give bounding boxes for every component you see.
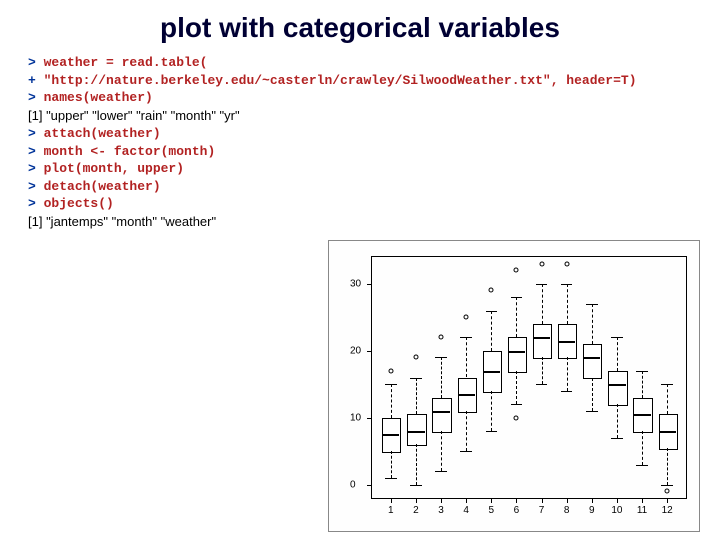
boxplot-chart: 0102030123456789101112	[328, 240, 700, 532]
outlier-point	[514, 415, 519, 420]
x-tick-label: 10	[611, 505, 622, 516]
box	[508, 337, 527, 372]
x-tick-label: 7	[539, 505, 545, 516]
outlier-point	[539, 261, 544, 266]
code-line: objects()	[36, 196, 114, 211]
y-tick-label: 10	[350, 412, 361, 423]
output-line: [1] "jantemps" "month" "weather"	[28, 214, 216, 229]
prompt: >	[28, 126, 36, 141]
outlier-point	[413, 355, 418, 360]
outlier-point	[388, 368, 393, 373]
prompt: >	[28, 55, 36, 70]
outlier-point	[665, 489, 670, 494]
page-title: plot with categorical variables	[0, 12, 720, 44]
box	[432, 398, 451, 433]
prompt: >	[28, 144, 36, 159]
code-line: plot(month, upper)	[36, 161, 184, 176]
outlier-point	[564, 261, 569, 266]
box	[608, 371, 627, 406]
prompt: >	[28, 196, 36, 211]
r-code-block: > weather = read.table( + "http://nature…	[28, 54, 720, 231]
y-tick-label: 30	[350, 278, 361, 289]
outlier-point	[514, 268, 519, 273]
prompt: >	[28, 161, 36, 176]
x-tick-label: 4	[463, 505, 469, 516]
y-tick-label: 20	[350, 345, 361, 356]
box	[583, 344, 602, 379]
prompt: >	[28, 90, 36, 105]
x-tick-label: 2	[413, 505, 419, 516]
x-tick-label: 9	[589, 505, 595, 516]
x-tick-label: 3	[438, 505, 444, 516]
code-line: weather = read.table(	[36, 55, 208, 70]
code-line: detach(weather)	[36, 179, 161, 194]
x-tick-label: 12	[662, 505, 673, 516]
prompt: +	[28, 73, 36, 88]
y-tick-label: 0	[350, 479, 356, 490]
outlier-point	[439, 335, 444, 340]
x-tick-label: 5	[489, 505, 495, 516]
code-line: month <- factor(month)	[36, 144, 215, 159]
x-tick-label: 1	[388, 505, 394, 516]
output-line: [1] "upper" "lower" "rain" "month" "yr"	[28, 108, 240, 123]
x-tick-label: 11	[637, 505, 647, 516]
outlier-point	[489, 288, 494, 293]
plot-area: 0102030123456789101112	[371, 256, 687, 499]
outlier-point	[464, 315, 469, 320]
code-line: "http://nature.berkeley.edu/~casterln/cr…	[36, 73, 637, 88]
code-line: attach(weather)	[36, 126, 161, 141]
prompt: >	[28, 179, 36, 194]
box	[533, 324, 552, 359]
x-tick-label: 8	[564, 505, 570, 516]
x-tick-label: 6	[514, 505, 520, 516]
code-line: names(weather)	[36, 90, 153, 105]
